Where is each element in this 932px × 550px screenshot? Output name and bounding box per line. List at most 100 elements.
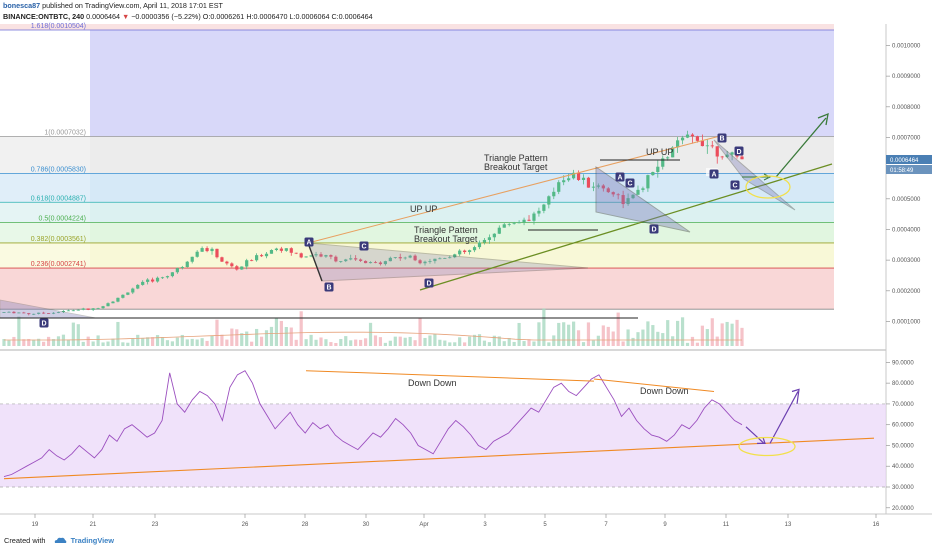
rsi-panel: Down Down Down Down (0, 370, 886, 488)
volume-bar (210, 335, 214, 346)
author-name[interactable]: bonesca87 (3, 1, 41, 10)
candle-body (363, 260, 368, 264)
price-axis[interactable]: 0.0010000 0.0009000 0.0008000 0.0007000 0.00… (886, 43, 921, 325)
pattern-point-label: B (719, 136, 724, 143)
candle-body (502, 224, 506, 228)
candle-body (141, 281, 145, 285)
candle-body (225, 261, 229, 264)
time-axis[interactable]: 19 21 23 26 28 30 Apr 3 5 7 9 11 13 16 (32, 514, 880, 528)
volume-bar (601, 325, 605, 346)
candle-body (448, 257, 452, 259)
candle-body (2, 312, 6, 313)
annotation: Breakout Target (484, 162, 548, 172)
volume-bar (81, 341, 85, 346)
volume-bar (676, 320, 680, 346)
candle-body (131, 288, 135, 293)
volume-bar (571, 321, 576, 346)
volume-bar (463, 342, 467, 346)
volume-bar (403, 337, 407, 346)
volume-bar (160, 337, 165, 346)
volume-bar (200, 338, 204, 346)
candle-body (51, 312, 56, 314)
candle-body (106, 303, 110, 307)
volume-bar (596, 335, 600, 346)
candle-body (349, 258, 353, 260)
volume-bar (552, 335, 556, 346)
rsi-resistance-line (593, 378, 715, 392)
volume-bar (215, 319, 219, 346)
volume-bar (433, 334, 437, 346)
rsi-annotation: Down Down (408, 378, 457, 388)
price-tick-label: 0.0009000 (892, 74, 921, 80)
candle-body (438, 258, 442, 260)
candle-body (195, 251, 199, 257)
candle-body (180, 267, 184, 269)
volume-bar (542, 308, 546, 346)
price-tick-label: 0.0001000 (892, 319, 921, 325)
volume-bar (730, 323, 734, 346)
volume-bar (418, 317, 422, 346)
volume-bar (180, 334, 184, 346)
volume-bar (264, 330, 269, 346)
pattern-point-marker (304, 237, 314, 247)
candle-body (715, 146, 719, 157)
volume-bar (354, 339, 358, 346)
time-tick-label: 23 (152, 522, 159, 528)
candle-body (408, 255, 412, 258)
open-value: O:0.0006261 (202, 12, 245, 21)
candle-body (37, 312, 41, 314)
candle-body (309, 255, 313, 257)
rsi-line (3, 370, 743, 478)
fib-band (0, 173, 834, 203)
pattern-point-marker (649, 224, 659, 234)
volume-bar (155, 335, 160, 346)
rsi-axis[interactable]: 90.0000 80.0000 70.0000 60.0000 50.0000 40.00… (886, 360, 914, 512)
candle-body (205, 248, 209, 252)
created-with-label: Created with (4, 536, 46, 545)
volume-bar (175, 337, 179, 346)
candle-body (81, 308, 85, 310)
candle-body (656, 166, 660, 173)
fib-level-label: 0.382(0.0003561) (31, 236, 86, 243)
candle-body (606, 188, 610, 193)
fib-retracement: 1.618(0.0010504) 1(0.0007032) 0.786(0.0005… (0, 23, 834, 310)
symbol-label[interactable]: BINANCE:ONTBTC, 240 (3, 12, 85, 21)
tradingview-brand[interactable]: TradingView (70, 536, 115, 545)
candle-body (512, 223, 516, 225)
volume-bar (606, 326, 610, 346)
candles (2, 130, 744, 316)
volume-bar (101, 342, 105, 346)
candle-body (200, 248, 204, 252)
volume-bar (715, 336, 719, 346)
volume-bar (576, 330, 581, 346)
candle-body (418, 260, 422, 264)
candle-body (22, 312, 26, 314)
candle-body (700, 140, 704, 147)
fib-level-label: 0.786(0.0005830) (31, 166, 86, 173)
rsi-tick-label: 70.0000 (892, 402, 914, 408)
volume-bar (274, 318, 279, 346)
time-tick-label: 13 (785, 522, 792, 528)
volume-bar (150, 337, 155, 346)
volume-bar (304, 339, 308, 346)
volume-bar (695, 342, 700, 346)
annotation: Triangle Pattern (414, 225, 478, 235)
annotation: Breakout Target (414, 234, 478, 244)
volume-bar (126, 342, 130, 346)
triangle-pattern-2 (595, 166, 691, 233)
candle-body (477, 242, 482, 248)
volume-bar (507, 338, 511, 346)
price-tick-label: 0.0003000 (892, 258, 921, 264)
volume-bar (413, 340, 417, 346)
candle-body (175, 268, 179, 273)
volume-bar (324, 339, 328, 346)
candle-body (279, 248, 283, 251)
volume-bar (428, 335, 432, 346)
volume-bar (195, 339, 199, 346)
volume-bar (230, 328, 234, 346)
candle-body (586, 177, 591, 188)
time-tick-label: 28 (302, 522, 309, 528)
candle-body (170, 272, 175, 277)
volume-bar (284, 326, 288, 346)
